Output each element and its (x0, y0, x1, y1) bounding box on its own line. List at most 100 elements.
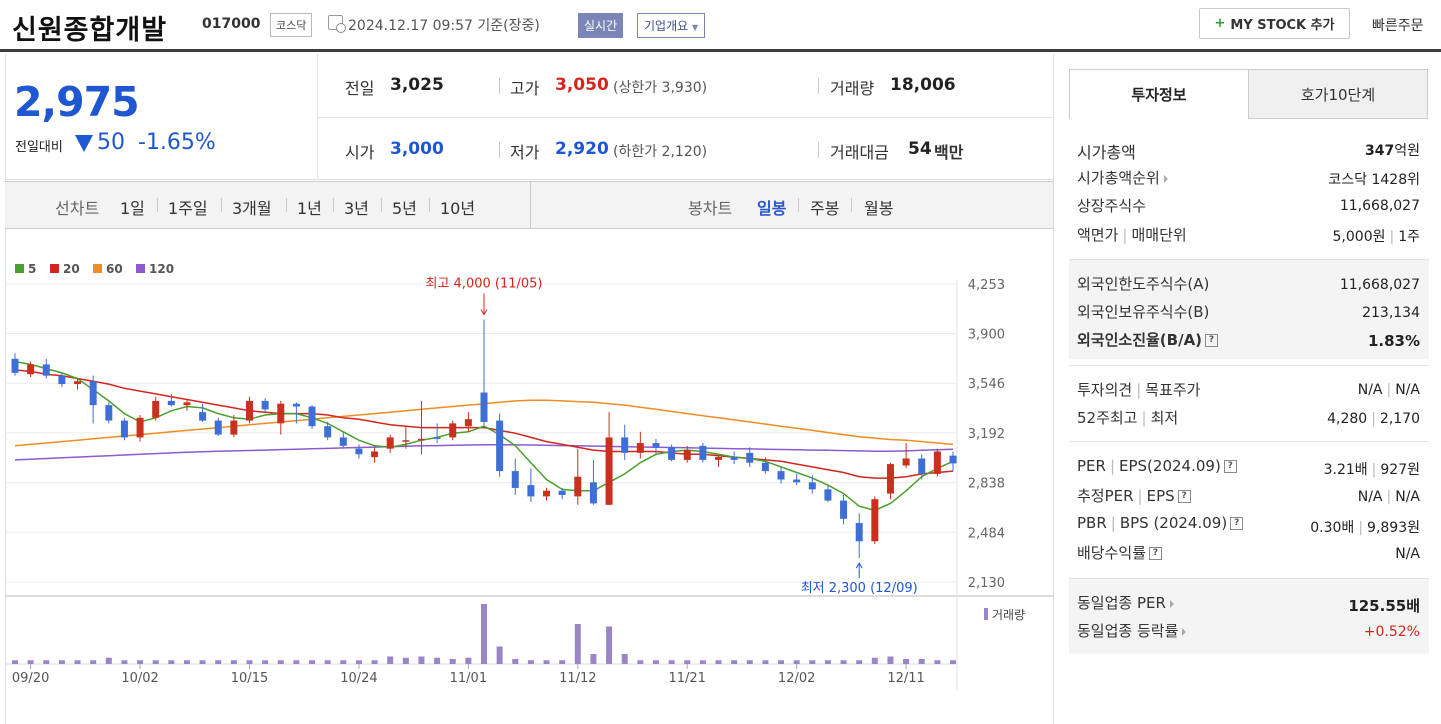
divider (1069, 578, 1429, 579)
max-arrow-head-icon (480, 309, 488, 316)
candle-body (699, 445, 707, 460)
legend-swatch (136, 264, 145, 273)
volume-bar (27, 660, 34, 664)
market-cap-section: 시가총액 347억원 시가총액순위 코스닥 1428위 상장주식수 11,668… (1069, 119, 1429, 255)
listed-shares-label: 상장주식수 (1077, 197, 1147, 215)
sector-per-label[interactable]: 동일업종 PER (1077, 592, 1174, 613)
market-cap-rank-value: 코스닥 1428위 (1328, 172, 1420, 188)
x-tick-label: 10/24 (340, 671, 377, 686)
opinion-text: 투자의견 (1077, 381, 1133, 399)
market-cap-rank-label[interactable]: 시가총액순위 (1077, 167, 1168, 188)
help-icon[interactable]: ? (1223, 460, 1237, 473)
legend-swatch (50, 264, 59, 273)
stock-chart[interactable]: 5 20 60 120 4,253 3,900 3,546 3,192 2,838 2,484 2,… (5, 230, 1053, 724)
candle-body (715, 457, 722, 460)
dividend-value: N/A (1395, 546, 1420, 562)
volume-bar (684, 660, 691, 664)
candle-body (918, 458, 926, 474)
tab-investment[interactable]: 투자정보 (1069, 69, 1249, 119)
ma-line (14, 360, 954, 512)
high-value: 3,050 (555, 75, 609, 95)
candle-body (855, 523, 863, 542)
stock-chart-svg[interactable]: 5 20 60 120 4,253 3,900 3,546 3,192 2,838 2,484 2,… (5, 230, 1053, 724)
period-5year[interactable]: 5년 (392, 199, 417, 218)
eps-number: 927원 (1380, 462, 1420, 478)
company-info-dropdown[interactable]: 기업개요 ▼ (637, 13, 706, 38)
period-1day[interactable]: 1일 (120, 199, 145, 218)
candle-body (324, 426, 332, 438)
period-1week[interactable]: 1주일 (168, 199, 208, 218)
stock-code: 017000 (202, 16, 261, 32)
caret-right-icon (1182, 627, 1187, 636)
foreign-ratio-label: 외국인소진율(B/A)? (1077, 329, 1219, 350)
volume-bar (512, 659, 519, 664)
volume-bar (903, 659, 910, 664)
candle-body (933, 451, 941, 474)
foreign-section: 외국인한도주식수(A) 11,668,027 외국인보유주식수(B) 213,1… (1069, 259, 1429, 359)
foreign-limit-value: 11,668,027 (1339, 277, 1420, 293)
y-tick-label: 2,484 (968, 526, 1005, 541)
quick-order-link[interactable]: 빠른주문 (1372, 18, 1424, 34)
w52-low-number: 2,170 (1379, 411, 1420, 427)
w52-label: 52주최고 | 최저 (1077, 407, 1178, 428)
min-annotation: 최저 2,300 (12/09) (801, 581, 918, 596)
volume-bar (58, 660, 65, 664)
period-3month[interactable]: 3개월 (232, 199, 272, 218)
volume-bar (762, 660, 769, 664)
est-per-number: N/A (1357, 489, 1383, 505)
market-cap-value: 347억원 (1365, 140, 1420, 160)
w52-high-number: 4,280 (1327, 411, 1368, 427)
foreign-hold-label: 외국인보유주식수(B) (1077, 303, 1210, 321)
volume-bar (809, 660, 816, 664)
caret-right-icon (1163, 174, 1168, 183)
pipe-separator: | (1371, 411, 1376, 427)
candle-body (464, 419, 472, 427)
candle-body (58, 375, 66, 385)
x-tick-label: 11/01 (450, 671, 487, 686)
y-tick-label: 2,130 (968, 576, 1005, 591)
pbr-number: 0.30배 (1310, 520, 1355, 536)
period-bar-divider (530, 181, 531, 229)
company-info-label: 기업개요 (644, 19, 689, 33)
x-tick-label: 09/20 (12, 671, 49, 686)
tab-orderbook[interactable]: 호가10단계 (1248, 69, 1428, 119)
add-mystock-button[interactable]: + MY STOCK 추가 (1199, 8, 1350, 39)
candle-body (730, 457, 738, 460)
change-value: 50 (97, 130, 125, 155)
opinion-label: 투자의견 | 목표주가 (1077, 379, 1200, 400)
sector-change-label[interactable]: 동일업종 등락률 (1077, 620, 1187, 641)
est-eps-number: N/A (1395, 489, 1420, 505)
candle-body (636, 443, 644, 453)
candle-weekly[interactable]: 주봉 (810, 199, 840, 218)
est-per-text: 추정PER (1077, 487, 1134, 505)
candle-body (371, 451, 379, 458)
period-10year[interactable]: 10년 (440, 199, 476, 218)
candle-monthly[interactable]: 월봉 (864, 199, 894, 218)
volume-bar (856, 660, 863, 664)
legend-swatch (93, 264, 102, 273)
volume-bar (355, 660, 362, 664)
pipe-separator: | (1122, 226, 1128, 244)
realtime-button[interactable]: 실시간 (578, 13, 624, 38)
candle-body (777, 471, 785, 480)
period-1year[interactable]: 1년 (297, 199, 322, 218)
help-icon[interactable]: ? (1149, 547, 1163, 560)
pipe-separator: | (1110, 514, 1116, 532)
help-icon[interactable]: ? (1205, 334, 1219, 347)
volume-value: 18,006 (890, 75, 956, 95)
separator (429, 198, 430, 212)
volume-bar (559, 660, 566, 664)
volume-legend-label: 거래량 (992, 608, 1025, 622)
candle-body (949, 455, 957, 464)
volume-bar (309, 660, 316, 664)
candle-body (246, 400, 253, 421)
candle-body (120, 420, 128, 438)
change-rate: -1.65% (138, 130, 216, 155)
candle-body (761, 462, 769, 472)
help-icon[interactable]: ? (1230, 517, 1244, 530)
candle-daily[interactable]: 일봉 (757, 199, 787, 218)
prev-close-label: 전일 (345, 79, 375, 98)
max-annotation: 최고 4,000 (11/05) (425, 277, 542, 292)
help-icon[interactable]: ? (1177, 490, 1191, 503)
period-3year[interactable]: 3년 (344, 199, 369, 218)
